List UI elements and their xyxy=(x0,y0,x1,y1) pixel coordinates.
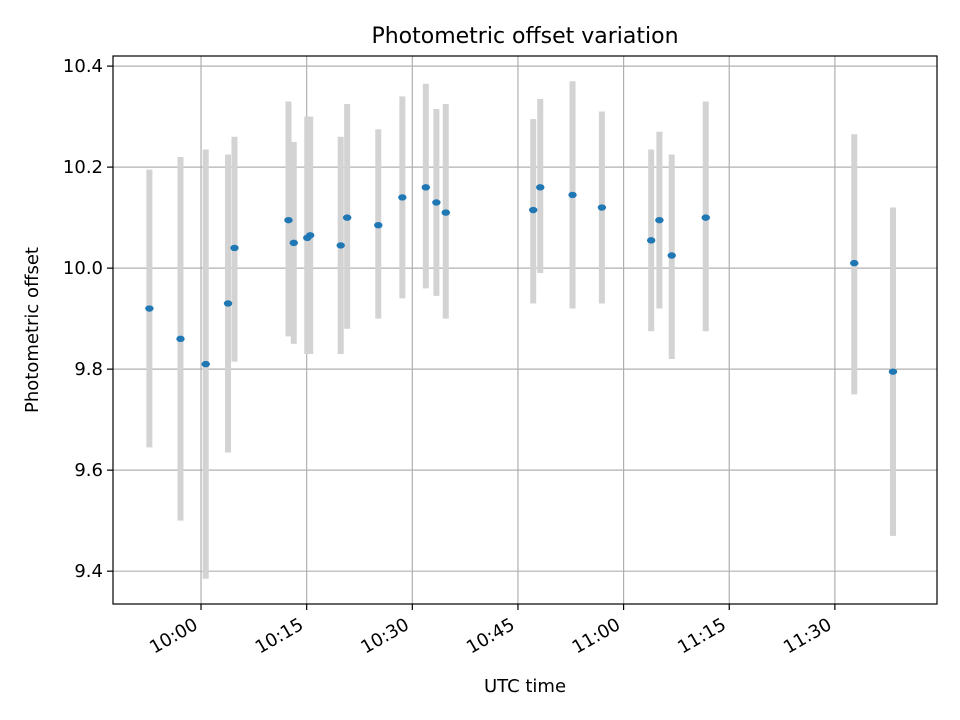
data-point xyxy=(655,216,664,224)
grid xyxy=(113,56,937,604)
data-point xyxy=(432,199,441,206)
y-tick-label: 10.4 xyxy=(63,56,103,77)
data-point xyxy=(342,214,352,221)
data-point xyxy=(529,206,538,214)
y-tick-label: 9.4 xyxy=(74,561,103,582)
data-point xyxy=(289,239,298,247)
data-point xyxy=(441,209,450,216)
data-point xyxy=(667,252,676,259)
data-point xyxy=(223,300,233,307)
data-point xyxy=(176,335,185,343)
data-points xyxy=(145,184,898,375)
data-point xyxy=(421,184,431,191)
data-point xyxy=(284,216,293,224)
data-point xyxy=(145,305,154,312)
y-axis-ticks: 9.4 9.6 9.8 10.0 10.2 10.4 xyxy=(63,56,113,582)
plot-frame xyxy=(112,55,938,605)
chart-title: Photometric offset variation xyxy=(371,24,678,49)
y-axis-label: Photometric offset xyxy=(22,247,43,413)
y-tick-label: 9.8 xyxy=(74,359,103,380)
y-tick-label: 10.0 xyxy=(63,258,103,279)
data-point xyxy=(701,214,710,221)
data-point xyxy=(850,259,859,267)
data-point xyxy=(568,191,577,199)
y-tick-label: 9.6 xyxy=(74,460,103,481)
data-point xyxy=(597,204,607,211)
data-point xyxy=(374,221,383,229)
data-point xyxy=(201,360,210,368)
y-tick-label: 10.2 xyxy=(63,157,103,178)
data-point xyxy=(305,232,315,239)
data-point xyxy=(336,242,345,249)
data-point xyxy=(230,244,239,252)
data-point xyxy=(888,368,898,375)
x-axis-label: UTC time xyxy=(484,676,566,697)
data-point xyxy=(646,237,656,244)
data-point xyxy=(536,184,545,191)
data-point xyxy=(398,194,407,201)
